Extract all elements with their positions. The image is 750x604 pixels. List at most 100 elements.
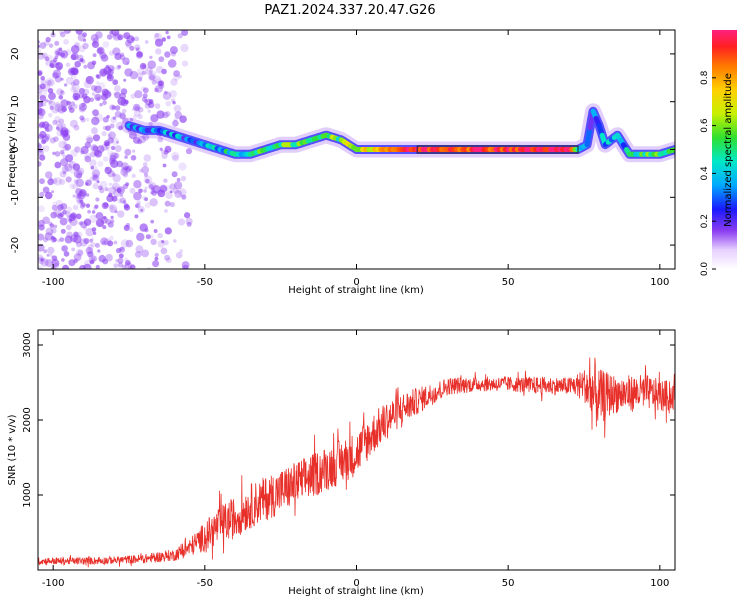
noise-speck [39, 154, 46, 161]
noise-speck [79, 220, 84, 226]
noise-speck [145, 234, 151, 240]
noise-speck [87, 61, 95, 70]
noise-speck [58, 118, 65, 124]
noise-speck [163, 178, 168, 183]
noise-speck [155, 77, 163, 85]
noise-speck [172, 120, 179, 127]
noise-speck [153, 229, 158, 233]
noise-speck [141, 70, 146, 76]
noise-speck [110, 152, 118, 161]
noise-speck [173, 74, 180, 81]
y-tick-label: 2000 [22, 407, 33, 432]
noise-speck [62, 171, 66, 175]
noise-speck [100, 237, 109, 246]
noise-speck [173, 104, 182, 113]
noise-speck [89, 97, 94, 102]
y-tick-label: 10 [10, 95, 21, 108]
noise-speck [56, 126, 60, 130]
noise-speck [38, 52, 45, 60]
noise-speck [170, 51, 177, 57]
noise-speck [159, 147, 163, 151]
noise-speck [156, 110, 165, 119]
y-tick-label: 20 [10, 48, 21, 61]
noise-speck [107, 240, 114, 247]
noise-speck [173, 117, 178, 122]
noise-speck [78, 102, 88, 111]
noise-speck [64, 128, 71, 135]
noise-speck [73, 235, 82, 244]
y-tick-label: 3000 [22, 332, 33, 357]
noise-speck [109, 204, 118, 213]
noise-speck [141, 96, 147, 102]
noise-speck [38, 144, 45, 153]
noise-speck [176, 177, 181, 182]
noise-speck [139, 223, 148, 232]
noise-speck [55, 50, 60, 56]
noise-speck [143, 154, 152, 162]
noise-speck [155, 48, 162, 55]
noise-speck [95, 197, 100, 202]
noise-speck [102, 225, 107, 230]
noise-speck [108, 50, 115, 56]
noise-speck [91, 227, 97, 232]
noise-speck [106, 34, 113, 40]
noise-speck [51, 204, 58, 211]
noise-speck [117, 35, 123, 41]
noise-speck [91, 210, 96, 214]
noise-speck [89, 259, 95, 265]
noise-speck [130, 264, 136, 269]
noise-speck [124, 262, 133, 269]
noise-speck [164, 111, 171, 117]
noise-speck [117, 64, 122, 69]
x-tick-label: -50 [197, 277, 213, 288]
noise-speck [91, 41, 96, 46]
noise-speck [172, 187, 179, 194]
noise-speck [78, 105, 86, 113]
noise-speck [119, 113, 127, 121]
noise-speck [68, 259, 76, 267]
noise-speck [161, 240, 165, 244]
noise-speck [164, 209, 168, 213]
noise-speck [105, 125, 111, 131]
noise-speck [39, 191, 45, 198]
noise-speck [64, 163, 73, 172]
spectrogram-x-ticks: -100 -50 0 50 100 [42, 30, 669, 288]
noise-speck [178, 74, 182, 79]
noise-speck [165, 191, 173, 199]
noise-speck [182, 264, 189, 269]
noise-speck [186, 221, 192, 227]
noise-speck [48, 221, 53, 226]
noise-speck [38, 161, 42, 167]
noise-speck [108, 182, 113, 186]
noise-speck [92, 53, 97, 58]
noise-speck [185, 217, 193, 225]
noise-speck [144, 228, 149, 233]
noise-speck [47, 99, 53, 104]
noise-speck [39, 42, 47, 49]
noise-speck [141, 166, 150, 174]
noise-speck [45, 77, 54, 87]
noise-speck [87, 209, 91, 214]
noise-speck [70, 101, 76, 107]
noise-speck [121, 166, 128, 173]
noise-speck [140, 208, 144, 212]
noise-speck [117, 186, 125, 195]
noise-speck [80, 117, 86, 123]
noise-speck [114, 105, 121, 111]
noise-speck [161, 37, 166, 42]
noise-speck [45, 259, 54, 268]
noise-speck [77, 250, 84, 256]
noise-speck [47, 178, 54, 186]
noise-speck [96, 81, 100, 85]
noise-speck [39, 130, 47, 139]
noise-speck [75, 213, 82, 220]
noise-speck [72, 194, 76, 198]
noise-speck [119, 112, 126, 120]
noise-speck [113, 240, 118, 245]
noise-speck [89, 176, 95, 182]
noise-speck [42, 52, 48, 58]
noise-speck [134, 105, 140, 111]
noise-speck [149, 55, 153, 60]
noise-speck [38, 233, 45, 241]
noise-speck [68, 218, 73, 223]
